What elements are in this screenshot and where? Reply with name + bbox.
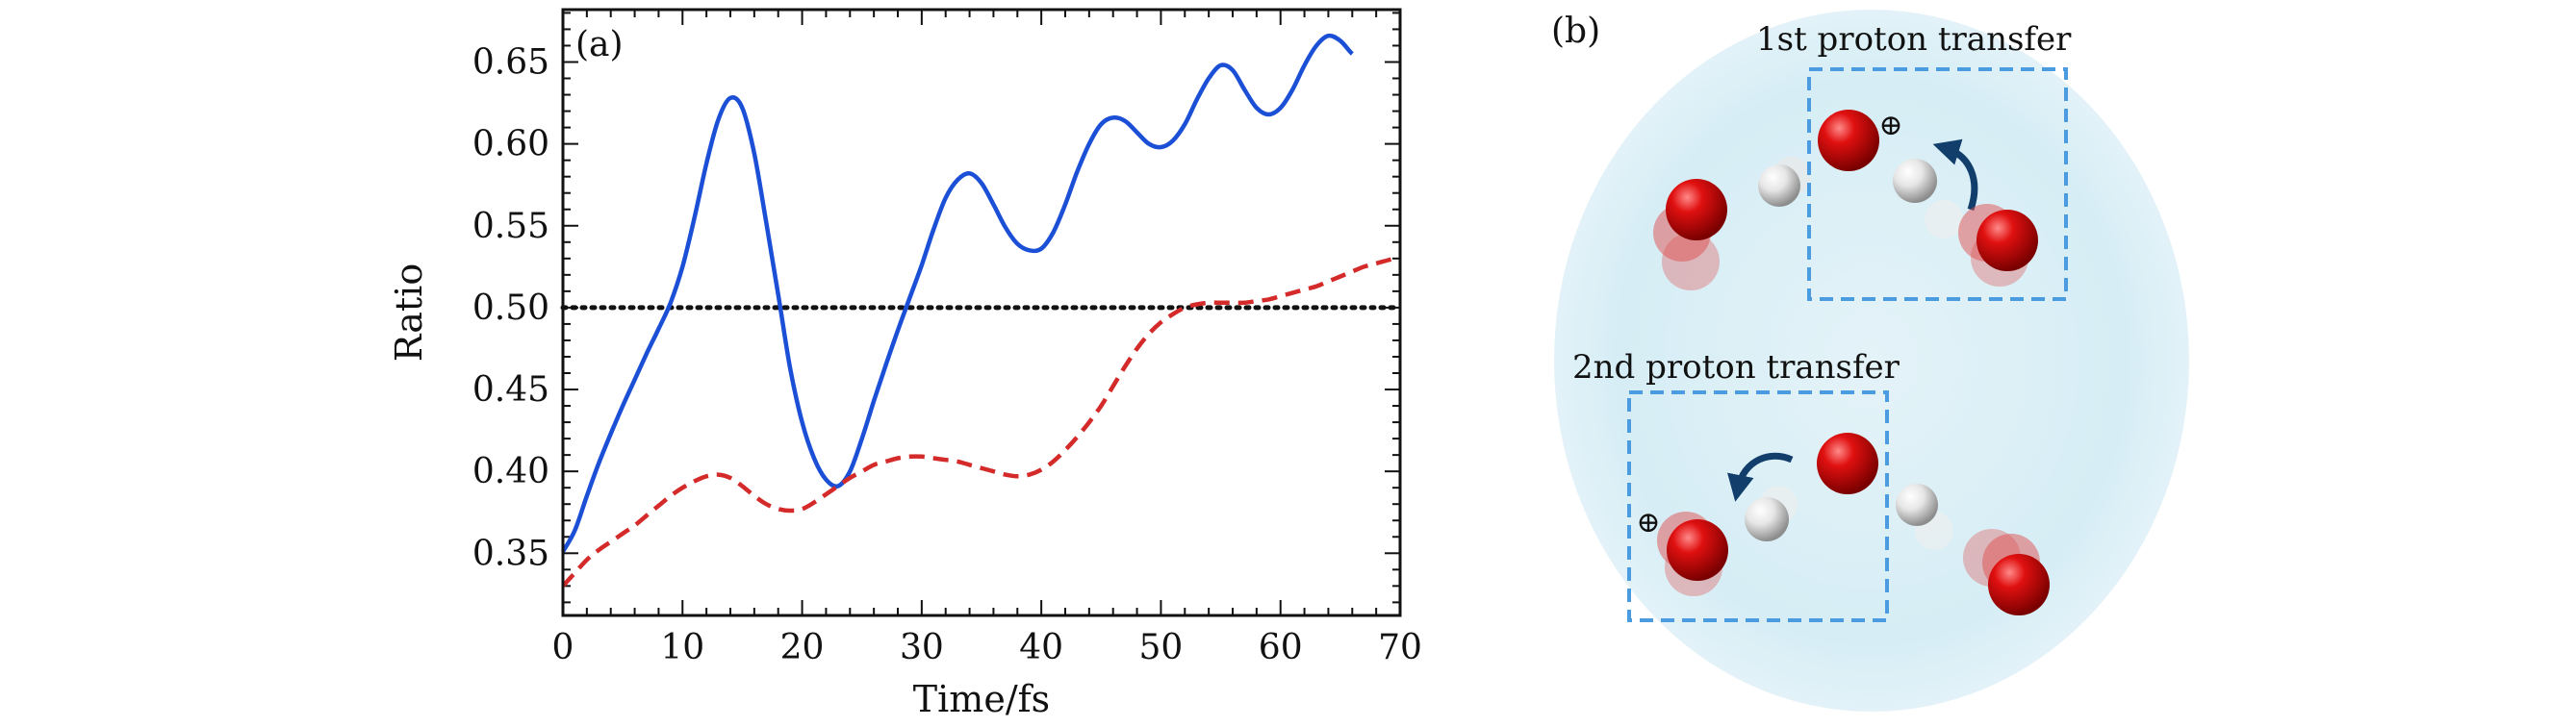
- panel-b-schematic: (b) ⊕ 1st proton transfer: [1551, 10, 2189, 712]
- y-tick-label: 0.50: [472, 288, 549, 328]
- x-tick-label: 50: [1139, 628, 1184, 667]
- y-tick-label: 0.45: [472, 370, 549, 410]
- oxygen-atom: [1988, 554, 2050, 615]
- top-water-chain: ⊕: [1653, 109, 2038, 290]
- x-tick-label: 20: [780, 628, 825, 667]
- first-transfer-label: 1st proton transfer: [1756, 20, 2072, 59]
- x-tick-label: 40: [1019, 628, 1063, 667]
- bottom-water-chain: ⊕: [1636, 433, 2050, 615]
- series-line-solid: [561, 33, 1354, 553]
- plus-charge-symbol: ⊕: [1636, 506, 1660, 539]
- oxygen-atom: [1817, 433, 1878, 494]
- second-transfer-label: 2nd proton transfer: [1572, 348, 1900, 387]
- y-axis-title: Ratio: [388, 263, 430, 362]
- panel-a-chart: 0 10 20 30 40 50 60 70 0.35 0.40 0.45 0.50 0.55 0.60 0…: [388, 8, 1422, 720]
- curved-arrow-icon: [1727, 452, 1794, 502]
- hydrogen-ghost: [1925, 200, 1963, 238]
- hydrogen-atom: [1758, 164, 1800, 207]
- chart-ticks-layer: [562, 10, 1401, 615]
- y-tick-label: 0.65: [472, 42, 549, 82]
- plus-charge-symbol: ⊕: [1878, 109, 1902, 142]
- hydrogen-atom: [1896, 484, 1938, 526]
- chart-series-layer: [560, 33, 1403, 588]
- x-tick-label: 70: [1378, 628, 1422, 667]
- second-transfer-box: [1627, 390, 1889, 622]
- first-transfer-box: [1807, 67, 2068, 301]
- y-tick-label: 0.35: [472, 534, 549, 573]
- series-line-dashed: [561, 254, 1401, 588]
- oxygen-atom: [1818, 110, 1879, 171]
- y-tick-label: 0.60: [472, 125, 549, 164]
- x-axis-title: Time/fs: [913, 678, 1050, 720]
- y-tick-label: 0.55: [472, 207, 549, 246]
- oxygen-atom: [1666, 179, 1727, 240]
- hydrogen-atom: [1745, 497, 1789, 541]
- curved-arrow-icon: [1932, 138, 1978, 212]
- hydrogen-atom: [1893, 159, 1937, 203]
- plot-frame: [561, 8, 1402, 617]
- x-tick-label: 30: [900, 628, 944, 667]
- x-tick-label: 0: [552, 628, 574, 667]
- panel-b-label: (b): [1551, 12, 1600, 51]
- x-tick-label: 10: [660, 628, 704, 667]
- x-tick-label: 60: [1259, 628, 1303, 667]
- oxygen-atom: [1667, 519, 1728, 581]
- panel-a-label: (a): [575, 25, 624, 64]
- y-tick-label: 0.40: [472, 452, 549, 491]
- chart-tick-labels-layer: 0 10 20 30 40 50 60 70 0.35 0.40 0.45 0.50 0.55 0.60 0…: [472, 42, 1422, 667]
- oxygen-atom: [1977, 210, 2038, 271]
